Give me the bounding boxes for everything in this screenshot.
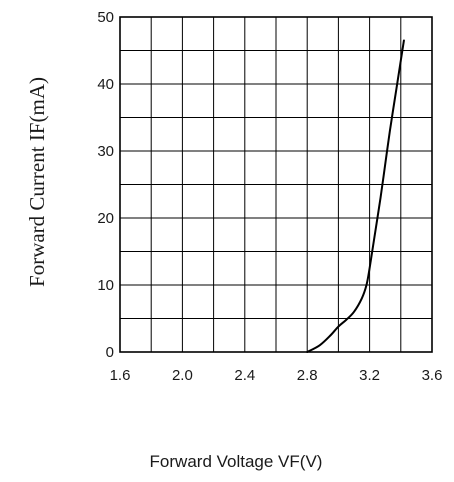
y-tick-label: 40 — [97, 76, 114, 93]
series-line — [306, 39, 405, 353]
y-tick-label: 30 — [97, 143, 114, 160]
x-tick-label: 3.6 — [422, 367, 443, 384]
x-tick-label: 3.2 — [359, 367, 380, 384]
x-axis-label: Forward Voltage VF(V) — [150, 452, 323, 471]
x-tick-label: 2.0 — [172, 367, 193, 384]
x-tick-label: 2.4 — [234, 367, 255, 384]
y-tick-labels: 0 10 20 30 40 50 — [97, 9, 114, 361]
y-tick-label: 10 — [97, 277, 114, 294]
y-axis-label: Forward Current IF(mA) — [25, 77, 49, 287]
series-layer — [306, 39, 405, 353]
plot-frame — [119, 16, 433, 353]
y-tick-label: 20 — [97, 210, 114, 227]
x-tick-label: 1.6 — [110, 367, 131, 384]
y-tick-label: 50 — [97, 9, 114, 26]
y-tick-label: 0 — [106, 344, 114, 361]
x-tick-labels: 1.6 2.0 2.4 2.8 3.2 3.6 — [110, 367, 443, 384]
x-tick-label: 2.8 — [297, 367, 318, 384]
grid-lines — [120, 17, 432, 352]
